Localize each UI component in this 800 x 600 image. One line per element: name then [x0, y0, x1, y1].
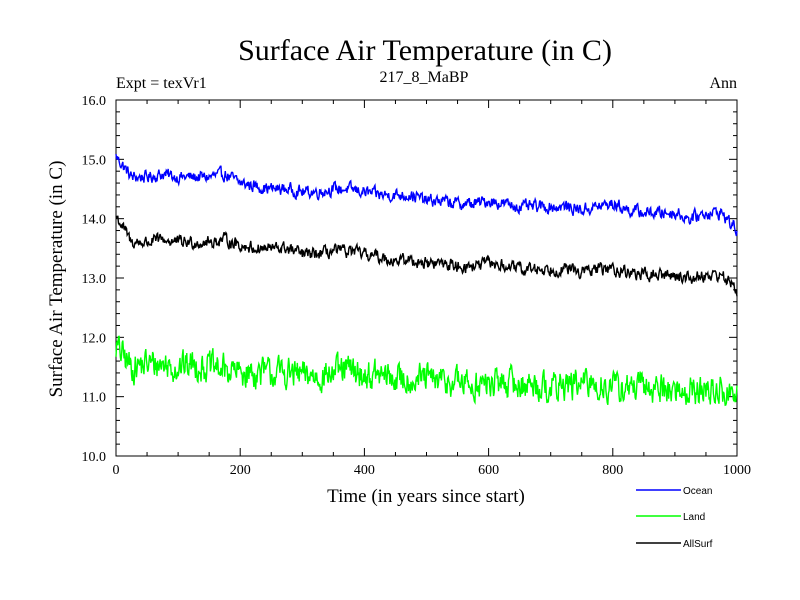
y-tick-label: 14.0 [82, 213, 107, 228]
series-layer [115, 153, 738, 407]
x-tick-label: 200 [230, 463, 251, 478]
y-tick-label: 15.0 [82, 153, 107, 168]
y-tick-label: 11.0 [82, 391, 106, 406]
legend: Ocean Land AllSurf [636, 486, 713, 550]
series-line-ocean [115, 153, 738, 237]
y-tick-label: 13.0 [82, 272, 107, 287]
plot-frame [115, 99, 738, 457]
subtitle-center: 217_8_MaBP [380, 69, 469, 86]
x-tick-label: 0 [113, 463, 120, 478]
chart-title: Surface Air Temperature (in C) [238, 34, 612, 67]
legend-label-ocean: Ocean [683, 486, 712, 497]
x-tick-label: 600 [478, 463, 499, 478]
y-axis-label: Surface Air Temperature (in C) [46, 161, 67, 398]
subtitle-left: Expt = texVr1 [116, 75, 207, 92]
y-tick-label: 12.0 [82, 331, 107, 346]
series-line-allsurf [115, 215, 738, 297]
x-tick-label: 800 [602, 463, 623, 478]
series-line-land [115, 335, 738, 407]
x-tick-label: 400 [354, 463, 375, 478]
legend-label-allsurf: AllSurf [683, 539, 713, 550]
legend-label-land: Land [683, 512, 705, 523]
subtitle-right: Ann [709, 75, 737, 92]
y-tick-label: 10.0 [82, 450, 107, 465]
axis-ticks: 0 200 400 600 800 1000 10.0 11.0 12.0 13.0 14.0 15.… [82, 94, 752, 478]
x-axis-label: Time (in years since start) [327, 486, 525, 507]
x-tick-label: 1000 [723, 463, 751, 478]
y-tick-label: 16.0 [82, 94, 107, 109]
